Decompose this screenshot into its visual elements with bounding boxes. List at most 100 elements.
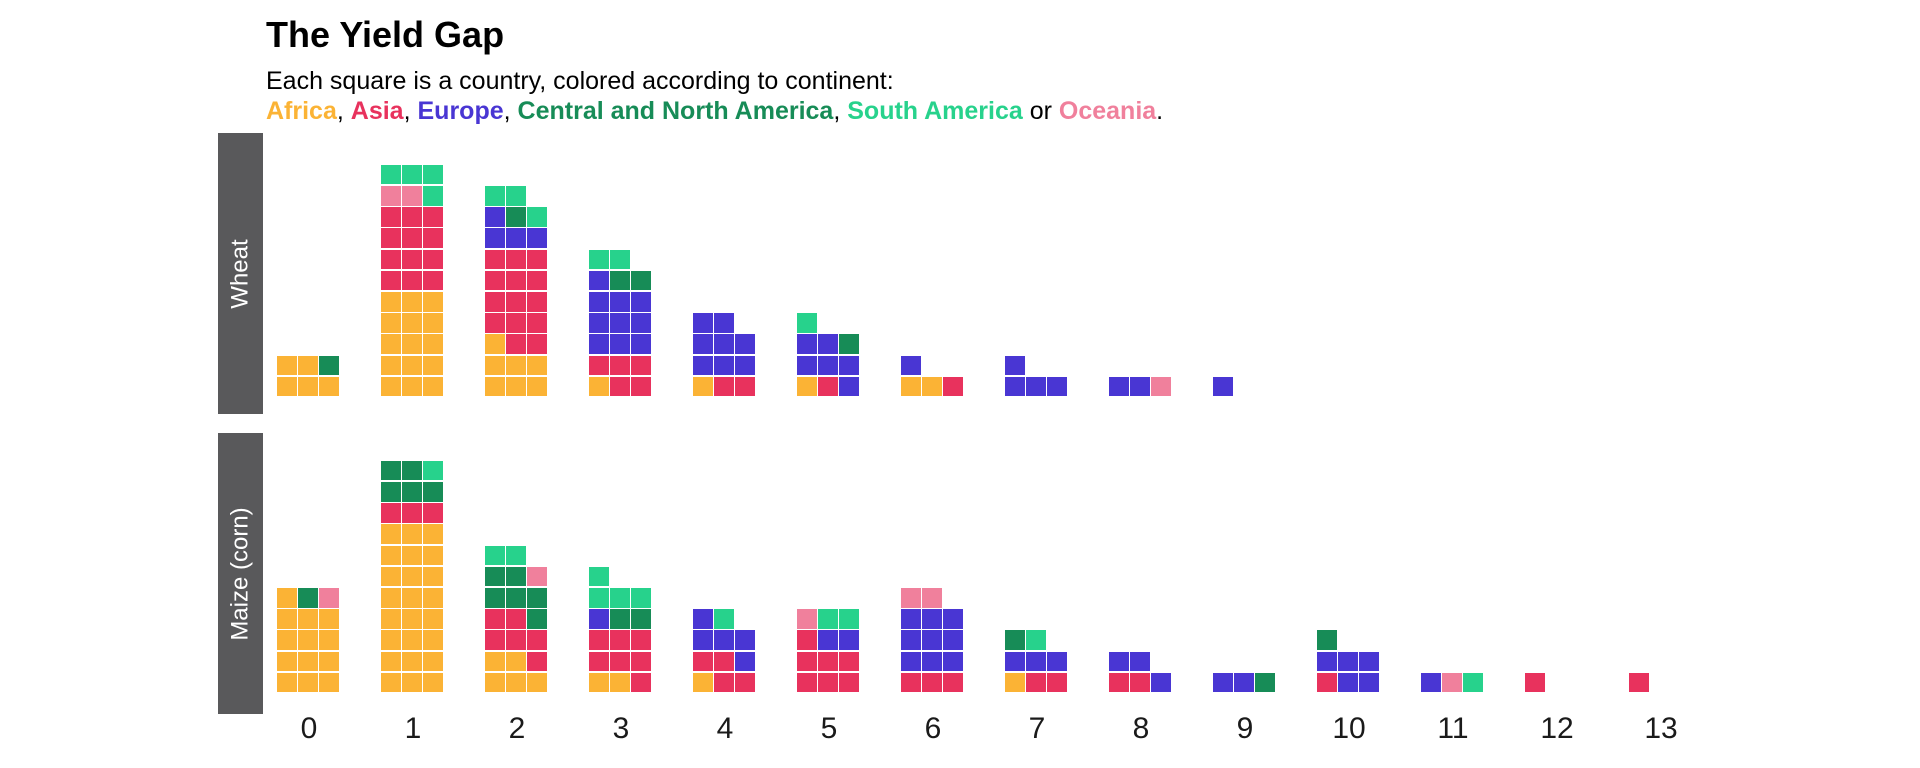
waffle-square [818,376,838,397]
waffle-square [610,355,630,376]
waffle-square [485,249,505,270]
waffle-square [506,545,526,566]
waffle-square [1421,672,1441,693]
waffle-square [423,355,443,376]
waffle-square [797,376,817,397]
waffle-square [589,334,609,354]
waffle-square [506,207,526,227]
waffle-square [423,460,443,481]
waffle-square [277,588,297,608]
x-axis-tick-label: 8 [1132,712,1150,745]
waffle-square [319,651,339,672]
x-axis-tick-label: 4 [716,712,734,745]
waffle-square [589,672,609,693]
waffle-square [631,587,651,608]
legend-term-north_america: Central and North America [517,97,834,125]
waffle-square [485,672,505,693]
waffle-square [1026,651,1046,672]
waffle-square [381,503,401,523]
facet-label-maize: Maize (corn) [226,506,254,641]
waffle-square [298,672,318,693]
chart-subtitle: Each square is a country, colored accord… [266,67,894,95]
waffle-square [381,355,401,376]
waffle-square [1463,672,1483,693]
waffle-square [714,355,734,376]
waffle-square [1525,672,1545,693]
waffle-square [797,630,817,650]
waffle-square [693,355,713,376]
x-axis-tick-label: 10 [1332,712,1366,745]
waffle-square [901,588,921,608]
waffle-square [381,334,401,354]
waffle-square [839,609,859,629]
x-axis-tick-label: 0 [300,712,318,745]
waffle-square [402,524,422,544]
waffle-square [402,228,422,248]
waffle-square [298,609,318,629]
waffle-square [735,651,755,672]
waffle-square [1005,630,1025,650]
waffle-square [381,228,401,248]
waffle-square [506,186,526,206]
waffle-square [402,185,422,206]
waffle-square [922,630,942,650]
waffle-square [693,609,713,629]
legend-term-oceania: Oceania [1058,97,1157,125]
waffle-square [298,630,318,650]
waffle-square [485,313,505,333]
waffle-square [1151,672,1171,693]
x-axis-tick-label: 2 [508,712,526,745]
waffle-square [319,630,339,650]
waffle-square [901,355,921,376]
waffle-square [527,334,547,354]
waffle-square [402,164,422,185]
waffle-square [381,376,401,397]
waffle-square [1109,672,1129,693]
facet-label-wheat: Wheat [226,238,254,309]
waffle-square [381,291,401,312]
waffle-square [589,270,609,291]
waffle-square [610,249,630,270]
waffle-square [610,313,630,333]
waffle-square [735,355,755,376]
waffle-square [402,313,422,333]
waffle-square [631,291,651,312]
x-axis-tick-label: 13 [1644,712,1678,745]
waffle-square [277,355,297,376]
waffle-square [839,672,859,693]
waffle-square [735,630,755,650]
waffle-square [589,587,609,608]
waffle-square [423,228,443,248]
legend-term-asia: Asia [350,97,404,125]
waffle-square [485,207,505,227]
waffle-square [839,376,859,397]
waffle-square [402,609,422,629]
legend-separator: , [833,97,848,125]
waffle-square [818,651,838,672]
waffle-square [423,376,443,397]
waffle-square [1109,651,1129,672]
waffle-square [402,481,422,502]
waffle-square [1047,651,1067,672]
waffle-square [1442,672,1462,693]
waffle-square [423,291,443,312]
waffle-bar [1421,672,1485,694]
waffle-square [631,609,651,629]
waffle-square [735,334,755,354]
waffle-square [402,545,422,566]
waffle-square [402,376,422,397]
waffle-square [922,651,942,672]
x-axis-tick-label: 6 [924,712,942,745]
waffle-square [381,672,401,693]
waffle-square [277,630,297,650]
waffle-square [631,334,651,354]
waffle-square [423,313,443,333]
waffle-square [922,672,942,693]
waffle-square [610,630,630,650]
waffle-bar [797,313,861,398]
waffle-square [714,334,734,354]
x-axis-tick-label: 9 [1236,712,1254,745]
legend: Africa, Asia, Europe, Central and North … [266,96,1163,126]
waffle-bar [1213,376,1277,398]
waffle-square [423,545,443,566]
